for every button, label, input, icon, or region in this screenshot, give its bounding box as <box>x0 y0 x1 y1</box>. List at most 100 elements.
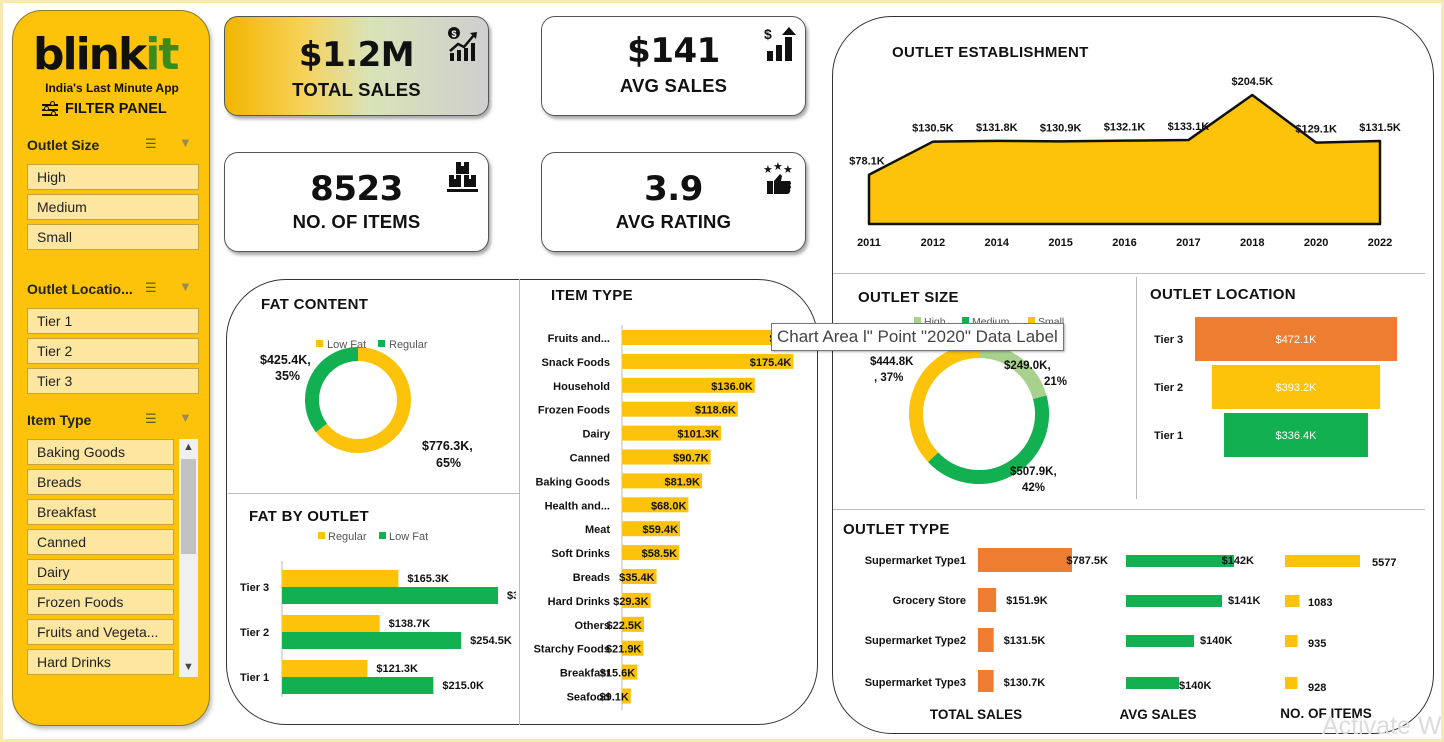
data-label: $131.5K <box>1004 635 1046 647</box>
slicer-item-tier-3[interactable]: Tier 3 <box>27 368 199 394</box>
y-tick-label: Others <box>575 620 610 632</box>
clear-filter-icon[interactable]: ▼ <box>179 410 192 425</box>
legend-label: Regular <box>389 339 428 351</box>
scroll-up-icon[interactable]: ▲ <box>183 441 194 453</box>
bar-total-sales <box>978 548 1072 572</box>
y-tick-label: Dairy <box>582 429 610 441</box>
bar-low-fat <box>282 587 498 604</box>
y-tick-label: Household <box>553 381 610 393</box>
y-tick-label: Tier 1 <box>240 672 269 684</box>
slicer-item-frozen-foods[interactable]: Frozen Foods <box>27 589 174 615</box>
data-label: $140K <box>1179 680 1211 692</box>
data-label: $472.1K <box>1276 334 1318 346</box>
slicer-item-fruits-and-vegetables[interactable]: Fruits and Vegeta... <box>27 619 174 645</box>
slicer-item-canned[interactable]: Canned <box>27 529 174 555</box>
data-label: $132.1K <box>1104 122 1146 134</box>
slicer-scrollbar[interactable]: ▲ ▼ <box>179 439 198 677</box>
slicer-title: Outlet Size <box>27 137 100 153</box>
x-tick-label: 2018 <box>1240 237 1264 249</box>
slicer-item-baking-goods[interactable]: Baking Goods <box>27 439 174 465</box>
y-tick-label: Health and... <box>545 500 610 512</box>
data-label: $204.5K <box>1231 76 1273 88</box>
legend-label: Low Fat <box>327 339 366 351</box>
bar <box>622 449 711 465</box>
fat-content-chart[interactable]: Low Fat Regular $425.4K, 35% $776.3K, 65% <box>230 330 516 490</box>
kpi-label: AVG RATING <box>615 211 732 232</box>
bar-regular <box>282 615 380 632</box>
slicer-item-tier-2[interactable]: Tier 2 <box>27 338 199 364</box>
clear-filter-icon[interactable]: ▼ <box>179 135 192 150</box>
slicer-title: Outlet Locatio... <box>27 281 133 297</box>
outlet-location-chart[interactable]: $472.1K Tier 3 $393.2K Tier 2 $336.4K Tier 1 <box>1140 305 1424 505</box>
bar <box>622 688 631 704</box>
sales-growth-icon: $ <box>448 27 477 61</box>
data-label: $131.8K <box>976 122 1018 134</box>
data-label: $15.6K <box>600 668 636 680</box>
y-tick-label: Breads <box>573 572 610 584</box>
scroll-down-icon[interactable]: ▼ <box>183 661 194 673</box>
filter-sidebar: blinkit India's Last Minute App FILTER P… <box>12 10 210 726</box>
data-label: $507.9K, <box>1010 466 1057 478</box>
slicer-item-breads[interactable]: Breads <box>27 469 174 495</box>
data-label: $90.7K <box>673 453 709 465</box>
x-tick-label: 2011 <box>857 237 881 249</box>
clear-filter-icon[interactable]: ▼ <box>179 279 192 294</box>
y-tick-label: Frozen Foods <box>538 405 610 417</box>
x-tick-label: 2016 <box>1112 237 1136 249</box>
slicer-item-dairy[interactable]: Dairy <box>27 559 174 585</box>
boxes-icon <box>447 162 478 192</box>
outlet-type-chart[interactable]: Supermarket Type1 $787.5K $142K 5577 Grocery… <box>836 540 1426 730</box>
y-tick-label: Baking Goods <box>535 476 610 488</box>
bar-avg-sales <box>1126 595 1222 607</box>
row-label: Grocery Store <box>893 595 966 607</box>
slicer-item-breakfast[interactable]: Breakfast <box>27 499 174 525</box>
data-label: $138.7K <box>389 618 431 630</box>
data-label: $121.3K <box>376 663 418 675</box>
multi-select-icon[interactable]: ☰ <box>145 280 157 295</box>
chart-tooltip: Chart Area l" Point "2020" Data Label <box>771 323 1064 351</box>
outlet-size-chart[interactable]: High Medium Small$249.0K,21%$507.9K,42%$44… <box>836 305 1134 505</box>
multi-select-icon[interactable]: ☰ <box>145 136 157 151</box>
bar-avg-sales <box>1126 555 1234 567</box>
scroll-thumb[interactable] <box>181 459 196 554</box>
row-label: Supermarket Type1 <box>865 555 966 567</box>
donut-slice <box>315 347 411 453</box>
divider <box>833 509 1425 510</box>
bar <box>622 592 651 608</box>
bar-no-of-items <box>1285 677 1298 689</box>
item-type-chart[interactable]: Fruits and...$178Snack Foods$175.4KHouse… <box>522 322 812 714</box>
bar <box>622 521 681 537</box>
slicer-item-small[interactable]: Small <box>27 224 199 250</box>
bar-no-of-items <box>1285 635 1298 647</box>
legend-swatch <box>316 340 323 347</box>
x-tick-label: 2017 <box>1176 237 1200 249</box>
data-label: $787.5K <box>1066 555 1108 567</box>
outlet-establishment-chart[interactable]: 2011 $78.1K 2012 $130.5K 2014 $131.8K 2015 $130… <box>836 60 1426 260</box>
slicer-item-medium[interactable]: Medium <box>27 194 199 220</box>
fat-by-outlet-chart[interactable]: Regular Low Fat Tier 3 $165.3K $306.8K Tier 2… <box>230 525 516 720</box>
column-header: TOTAL SALES <box>930 707 1022 722</box>
slicer-item-type: Item Type ☰ ▼ Baking Goods Breads Breakf… <box>19 404 207 684</box>
y-tick-label: Tier 3 <box>1154 334 1183 346</box>
data-label: $81.9K <box>665 476 701 488</box>
slicer-item-hard-drinks[interactable]: Hard Drinks <box>27 649 174 675</box>
svg-text:$: $ <box>764 26 772 42</box>
data-label: $22.5K <box>606 620 642 632</box>
slicer-item-tier-1[interactable]: Tier 1 <box>27 308 199 334</box>
column-header: NO. OF ITEMS <box>1280 706 1372 721</box>
bar <box>622 330 796 345</box>
data-label: $130.5K <box>912 123 954 135</box>
app-tagline: India's Last Minute App <box>45 81 179 95</box>
slicer-item-high[interactable]: High <box>27 164 199 190</box>
legend-label: Low Fat <box>389 531 428 543</box>
kpi-avg-sales: $141 AVG SALES $ <box>541 16 806 116</box>
y-tick-label: Starchy Foods <box>534 644 610 656</box>
bar-avg-sales <box>1126 635 1194 647</box>
slicer-outlet-size: Outlet Size ☰ ▼ High Medium Small <box>19 129 207 259</box>
legend-swatch <box>1028 317 1035 324</box>
data-label: $133.1K <box>1168 121 1210 133</box>
svg-text:★: ★ <box>783 164 793 176</box>
data-label: 65% <box>436 456 461 470</box>
multi-select-icon[interactable]: ☰ <box>145 411 157 426</box>
